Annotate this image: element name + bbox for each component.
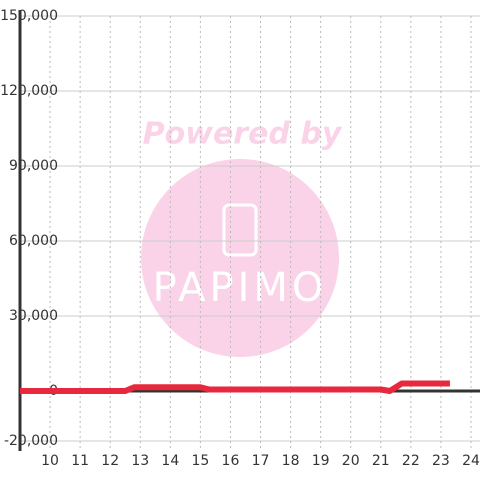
watermark-text: Powered by: [143, 117, 343, 152]
x-tick-label: 10: [41, 453, 59, 469]
x-tick-label: 19: [312, 453, 330, 469]
x-tick-label: 22: [402, 453, 420, 469]
y-tick-label: 120,000: [0, 83, 58, 99]
x-tick-label: 23: [432, 453, 450, 469]
x-tick-label: 24: [462, 453, 480, 469]
line-series: [20, 380, 450, 394]
x-tick-label: 18: [282, 453, 300, 469]
x-tick-label: 20: [342, 453, 360, 469]
x-tick-label: 11: [71, 453, 89, 469]
x-tick-label: 21: [372, 453, 390, 469]
y-tick-label: 60,000: [9, 233, 58, 249]
watermark-circle: [141, 159, 339, 357]
watermark-logo: PAPIMO: [153, 265, 328, 311]
x-tick-label: 16: [222, 453, 240, 469]
x-tick-label: 17: [252, 453, 270, 469]
y-tick-label: 150,000: [0, 8, 58, 24]
x-tick-label: 14: [161, 453, 179, 469]
y-tick-label: 30,000: [9, 308, 58, 324]
x-tick-label: 13: [131, 453, 149, 469]
x-tick-label: 12: [101, 453, 119, 469]
y-tick-label: 90,000: [9, 158, 58, 174]
x-tick-label: 15: [191, 453, 209, 469]
y-tick-label: -20,000: [4, 433, 58, 449]
watermark-icon: [222, 203, 258, 257]
